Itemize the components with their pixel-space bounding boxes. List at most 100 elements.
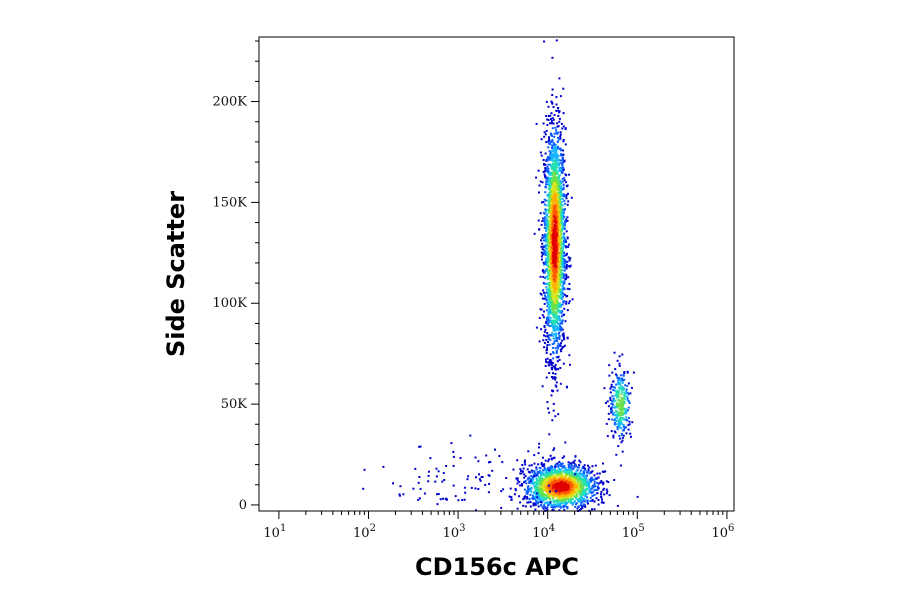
data-point [528,498,531,501]
data-point [618,423,621,426]
data-point [561,284,564,287]
data-point [544,133,547,136]
data-point [542,496,544,499]
data-point [578,473,581,476]
data-point [543,198,546,201]
data-point [562,166,565,169]
data-point [554,244,557,247]
data-point [620,441,623,444]
data-point [545,181,548,184]
data-point [553,273,556,276]
data-point [583,481,586,484]
data-point [579,492,582,495]
data-point [557,254,560,257]
data-point [551,181,553,184]
data-point [547,115,550,117]
data-point [544,163,547,166]
data-point [549,319,552,322]
data-point [572,489,575,492]
data-point [564,320,567,323]
data-point [556,475,559,478]
data-point [562,208,565,211]
data-point [547,322,550,325]
data-point [562,295,564,298]
data-point [544,208,547,211]
data-point [550,503,553,506]
data-point [583,497,586,500]
data-point [558,471,561,474]
data-point [452,450,455,453]
data-point [545,141,548,144]
data-point [547,489,550,492]
data-point [559,472,562,475]
data-point [625,390,628,393]
data-point [530,464,533,467]
data-point [548,257,551,260]
data-point [619,464,622,467]
data-point [554,480,557,483]
data-point [558,189,560,192]
y-tick-label: 0 [239,498,247,513]
data-point [564,478,567,481]
data-point [554,218,557,221]
data-point [547,341,549,343]
data-point [558,213,561,216]
data-point [541,236,544,239]
data-point [555,255,558,258]
data-point [570,473,573,476]
data-point [540,245,543,248]
data-point [550,487,553,490]
data-point [552,247,555,250]
data-point [467,475,470,478]
data-point [561,462,564,465]
data-point [560,468,563,471]
data-point [574,500,576,503]
data-point [548,194,551,197]
data-point [535,483,538,486]
data-point [542,456,544,459]
data-point [549,232,552,235]
data-point [526,496,529,499]
data-point [597,487,600,490]
data-point [534,508,537,511]
data-point [562,292,565,295]
data-point [565,484,568,487]
data-point [545,225,548,227]
data-point [618,355,621,358]
data-point [622,429,625,432]
data-point [521,483,523,485]
data-point [548,343,551,346]
data-point [614,417,617,420]
data-point [561,310,564,312]
data-point [556,471,559,474]
data-point [627,393,630,396]
data-point [559,296,562,299]
data-point [545,210,548,213]
data-point [551,489,554,492]
data-point [618,364,621,367]
data-point [560,315,563,318]
data-point [546,332,549,334]
data-point [554,504,557,506]
data-point [528,464,531,467]
data-point [579,485,582,488]
data-point [557,344,560,347]
data-point [615,403,618,406]
data-point [554,221,557,224]
data-point [555,188,558,191]
x-tick-label: 106 [711,523,734,541]
data-point [590,471,593,474]
data-point [562,168,565,171]
data-point [609,396,612,399]
data-point [602,462,604,465]
data-point [569,363,571,366]
data-point [533,232,536,235]
data-point [621,381,624,384]
data-point [559,505,562,508]
data-point [579,496,582,499]
data-point [545,217,548,220]
data-point [557,183,560,186]
data-point [552,337,555,340]
data-point [553,143,555,146]
data-point [579,469,582,472]
